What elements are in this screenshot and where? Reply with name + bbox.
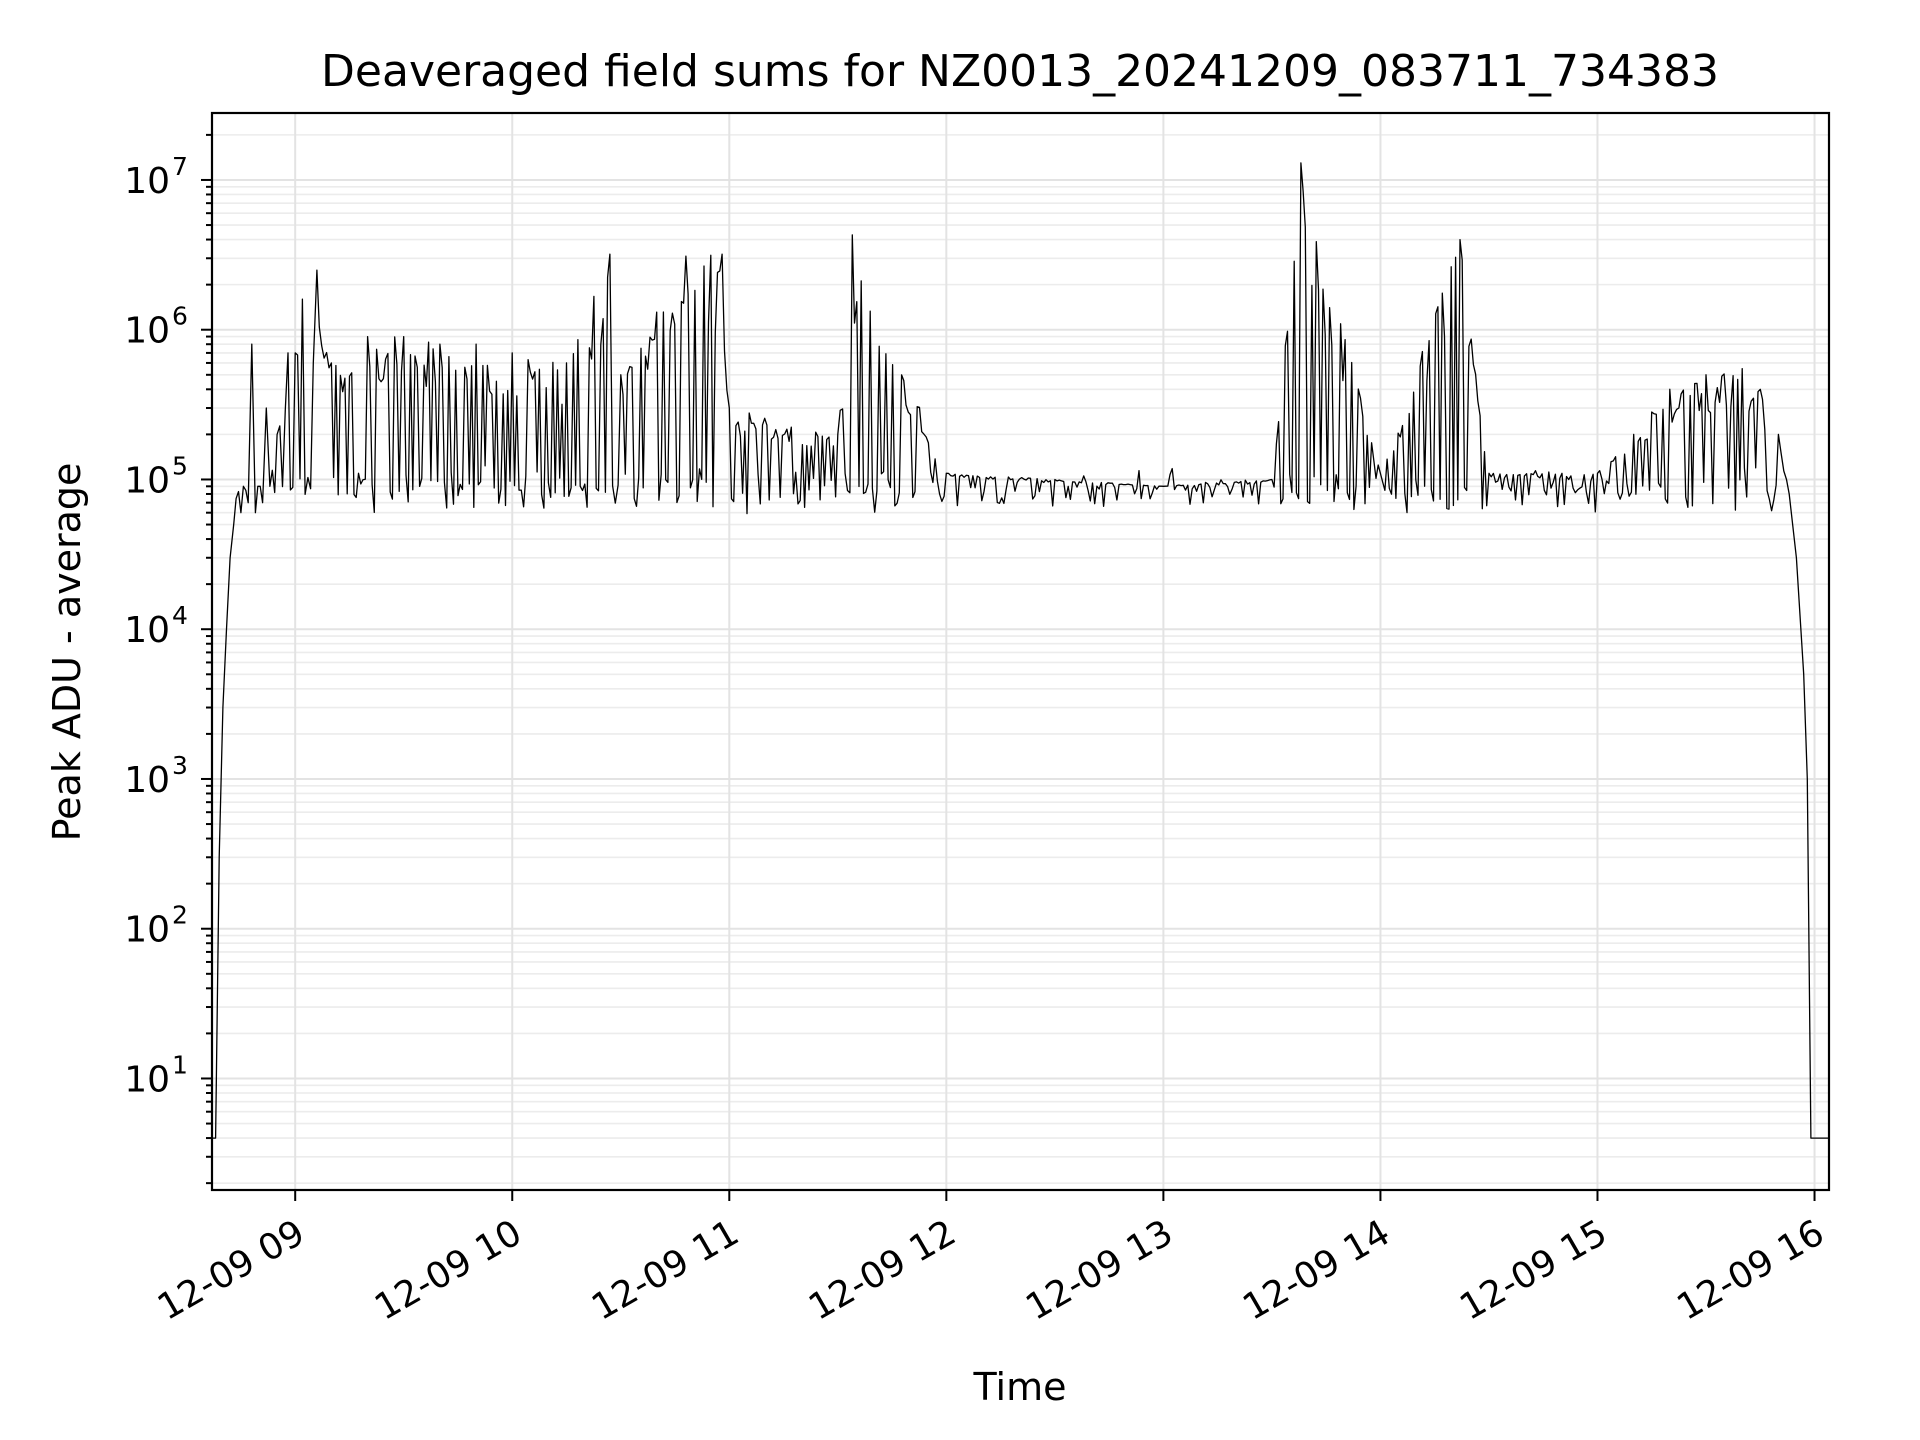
y-tick-label-exponent: 4 bbox=[172, 601, 188, 630]
y-tick-label-exponent: 2 bbox=[172, 901, 188, 930]
series-group bbox=[212, 162, 1829, 1139]
y-tick-label-base: 10 bbox=[124, 610, 170, 651]
y-tick-label-exponent: 7 bbox=[172, 152, 188, 181]
y-tick-label: 10 bbox=[124, 910, 170, 951]
y-axis-label: Peak ADU - average bbox=[45, 463, 89, 842]
y-tick-label-base: 10 bbox=[124, 1059, 170, 1100]
y-tick-label: 10 bbox=[124, 1059, 170, 1100]
y-tick-label-exponent: 5 bbox=[172, 451, 188, 480]
y-tick-label-base: 10 bbox=[124, 760, 170, 801]
y-tick-label-base: 10 bbox=[124, 161, 170, 202]
y-tick-label-base: 10 bbox=[124, 910, 170, 951]
y-tick-label: 10 bbox=[124, 161, 170, 202]
y-tick-label-base: 10 bbox=[124, 311, 170, 352]
series-line bbox=[212, 162, 1829, 1139]
y-tick-label: 10 bbox=[124, 610, 170, 651]
y-tick-label: 10 bbox=[124, 760, 170, 801]
axis-ticks bbox=[201, 133, 1816, 1201]
chart-title: Deaveraged field sums for NZ0013_2024120… bbox=[321, 46, 1719, 97]
y-tick-label-base: 10 bbox=[124, 460, 170, 501]
y-tick-label: 10 bbox=[124, 311, 170, 352]
x-axis-label: Time bbox=[973, 1365, 1067, 1409]
minor-gridlines bbox=[212, 134, 1829, 1184]
y-tick-label-exponent: 6 bbox=[172, 302, 188, 331]
y-tick-label-exponent: 1 bbox=[172, 1050, 188, 1079]
y-tick-label-exponent: 3 bbox=[172, 751, 188, 780]
y-tick-label: 10 bbox=[124, 460, 170, 501]
